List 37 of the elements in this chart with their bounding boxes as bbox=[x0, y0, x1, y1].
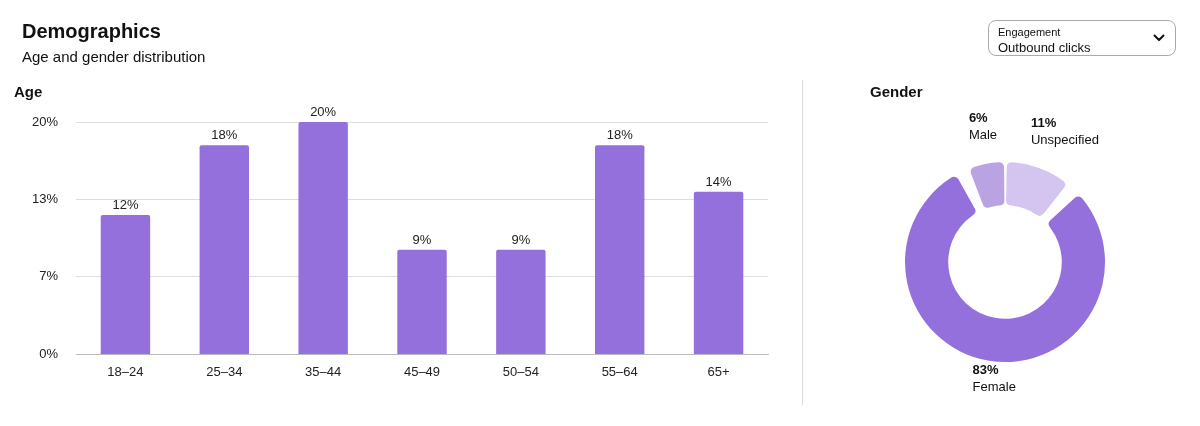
x-tick-label: 25–34 bbox=[206, 363, 243, 379]
bar bbox=[100, 214, 151, 354]
bar bbox=[595, 145, 645, 354]
y-tick-label: 20% bbox=[31, 113, 59, 129]
data-label: 18% bbox=[606, 127, 634, 143]
slice-label: Unspecified bbox=[1030, 131, 1099, 147]
x-tick-label: 65+ bbox=[707, 363, 730, 379]
y-tick-label: 0% bbox=[39, 345, 59, 361]
bar bbox=[298, 122, 348, 354]
y-tick-label: 13% bbox=[31, 191, 59, 207]
y-tick-label: 7% bbox=[39, 268, 59, 284]
bar bbox=[496, 249, 546, 354]
data-label: 9% bbox=[511, 231, 531, 247]
text: Age and gender distribution bbox=[22, 48, 206, 65]
data-label: 9% bbox=[412, 231, 432, 247]
data-label: 14% bbox=[705, 173, 733, 189]
text: Engagement bbox=[998, 26, 1061, 38]
text: Demographics bbox=[22, 20, 161, 43]
x-tick-label: 50–54 bbox=[502, 363, 539, 379]
bar bbox=[693, 191, 744, 354]
data-label: 20% bbox=[310, 104, 337, 120]
data-label: 11% bbox=[1030, 114, 1057, 130]
data-label: 18% bbox=[211, 127, 238, 143]
chart-title: Age bbox=[14, 83, 43, 101]
x-tick-label: 18–24 bbox=[107, 363, 144, 379]
bar bbox=[397, 249, 447, 354]
slice-label: Male bbox=[968, 126, 998, 142]
text: Outbound clicks bbox=[998, 40, 1091, 55]
x-tick-label: 55–64 bbox=[601, 363, 638, 379]
data-label: 12% bbox=[112, 197, 139, 213]
data-label: 6% bbox=[968, 109, 989, 125]
slice-label: Female bbox=[972, 379, 1016, 395]
data-label: 83% bbox=[972, 362, 999, 378]
bar bbox=[199, 145, 250, 354]
x-tick-label: 45–49 bbox=[403, 363, 441, 379]
x-tick-label: 35–44 bbox=[305, 363, 342, 379]
chart-title: Gender bbox=[870, 83, 923, 101]
